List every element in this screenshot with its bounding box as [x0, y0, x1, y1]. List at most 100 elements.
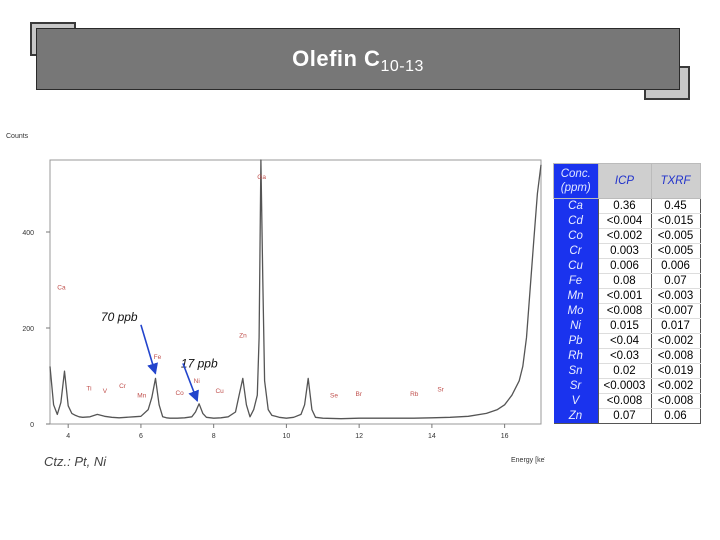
annotation-arrow	[140, 324, 158, 375]
element-cell: Mo	[553, 303, 599, 319]
element-cell: Fe	[553, 273, 599, 289]
title-bar: Olefin C10-13	[36, 28, 680, 90]
peak-label-se: Se	[330, 393, 338, 400]
concentration-table: Conc. (ppm) ICP TXRF Ca 0.36 0.45 Cd <0.004 <0.…	[553, 163, 701, 424]
table-row: Zn 0.07 0.06	[553, 408, 701, 424]
icp-cell: <0.002	[598, 228, 652, 244]
txrf-cell: 0.06	[651, 408, 701, 424]
peak-label-v: V	[103, 388, 108, 395]
table-row: Fe 0.08 0.07	[553, 273, 701, 289]
x-tick-label: 16	[501, 433, 509, 440]
x-tick-label: 6	[139, 433, 143, 440]
table-row: Rh <0.03 <0.008	[553, 348, 701, 364]
x-tick-label: 14	[428, 433, 436, 440]
table-row: Pb <0.04 <0.002	[553, 333, 701, 349]
element-cell: Zn	[553, 408, 599, 424]
element-cell: Co	[553, 228, 599, 244]
icp-cell: 0.015	[598, 318, 652, 334]
txrf-cell: 0.45	[651, 198, 701, 214]
icp-cell: <0.0003	[598, 378, 652, 394]
txrf-cell: 0.017	[651, 318, 701, 334]
peak-label-ga: Ga	[257, 174, 266, 181]
txrf-cell: <0.019	[651, 363, 701, 379]
icp-cell: <0.04	[598, 333, 652, 349]
txrf-cell: <0.015	[651, 213, 701, 229]
element-cell: Ca	[553, 198, 599, 214]
txrf-cell: <0.007	[651, 303, 701, 319]
element-cell: Rh	[553, 348, 599, 364]
icp-cell: <0.03	[598, 348, 652, 364]
catalyst-note: Ctz.: Pt, Ni	[44, 454, 107, 469]
y-axis-label: Counts	[6, 133, 29, 140]
ppb-annotation: 70 ppb	[101, 310, 138, 324]
table-row: Mn <0.001 <0.003	[553, 288, 701, 304]
txrf-cell: <0.003	[651, 288, 701, 304]
title-subscript: 10-13	[380, 58, 424, 75]
x-tick-label: 10	[283, 433, 291, 440]
element-cell: Sr	[553, 378, 599, 394]
table-row: Sr <0.0003 <0.002	[553, 378, 701, 394]
txrf-cell: <0.005	[651, 228, 701, 244]
annotation-arrow	[182, 363, 199, 403]
icp-cell: 0.07	[598, 408, 652, 424]
txrf-cell: <0.008	[651, 393, 701, 409]
element-cell: Cd	[553, 213, 599, 229]
peak-label-sr: Sr	[437, 386, 444, 393]
peak-label-ca: Ca	[57, 285, 66, 292]
table-row: Cu 0.006 0.006	[553, 258, 701, 274]
txrf-cell: 0.006	[651, 258, 701, 274]
table-body: Ca 0.36 0.45 Cd <0.004 <0.015 Co <0.002 <0.005 Cr…	[553, 198, 701, 424]
icp-cell: 0.006	[598, 258, 652, 274]
plot-frame	[49, 159, 542, 425]
txrf-cell: 0.07	[651, 273, 701, 289]
element-cell: Mn	[553, 288, 599, 304]
table-row: Cr 0.003 <0.005	[553, 243, 701, 259]
icp-cell: 0.003	[598, 243, 652, 259]
table-row: Mo <0.008 <0.007	[553, 303, 701, 319]
table-row: Co <0.002 <0.005	[553, 228, 701, 244]
x-tick-label: 8	[212, 433, 216, 440]
element-cell: V	[553, 393, 599, 409]
peak-label-cr: Cr	[119, 383, 127, 390]
ppb-annotation: 17 ppb	[181, 356, 218, 370]
txrf-cell: <0.002	[651, 378, 701, 394]
table-row: V <0.008 <0.008	[553, 393, 701, 409]
peak-label-zn: Zn	[239, 333, 247, 340]
peak-label-br: Br	[356, 391, 363, 398]
page-title: Olefin C10-13	[292, 46, 424, 75]
txrf-cell: <0.002	[651, 333, 701, 349]
peak-label-cu: Cu	[215, 388, 224, 395]
txrf-cell: <0.008	[651, 348, 701, 364]
peak-label-co: Co	[175, 390, 184, 397]
y-tick-label: 0	[30, 422, 34, 429]
table-header-row: Conc. (ppm) ICP TXRF	[553, 163, 701, 199]
txrf-cell: <0.005	[651, 243, 701, 259]
x-tick-label: 4	[66, 433, 70, 440]
table-row: Ca 0.36 0.45	[553, 198, 701, 214]
peak-label-rb: Rb	[410, 391, 419, 398]
icp-cell: <0.008	[598, 303, 652, 319]
icp-cell: 0.02	[598, 363, 652, 379]
spectrum-series-line	[49, 159, 542, 420]
icp-cell: 0.36	[598, 198, 652, 214]
spectrum-chart: Counts Energy [keV] 4 6 8 10 12 14 16 0 200 400 Ca Ti…	[6, 133, 545, 464]
peak-label-ti: Ti	[86, 385, 91, 392]
peak-label-mn: Mn	[137, 393, 146, 400]
table-header-2: TXRF	[650, 163, 701, 199]
icp-cell: <0.008	[598, 393, 652, 409]
element-cell: Sn	[553, 363, 599, 379]
icp-cell: 0.08	[598, 273, 652, 289]
table-row: Sn 0.02 <0.019	[553, 363, 701, 379]
y-tick-label: 200	[22, 326, 34, 333]
title-box: Olefin C10-13	[30, 22, 690, 100]
table-header-0: Conc. (ppm)	[553, 163, 599, 199]
element-cell: Cr	[553, 243, 599, 259]
peak-label-ni: Ni	[194, 378, 200, 385]
table-header-1: ICP	[597, 163, 652, 199]
y-tick-label: 400	[22, 230, 34, 237]
icp-cell: <0.004	[598, 213, 652, 229]
element-cell: Cu	[553, 258, 599, 274]
table-row: Ni 0.015 0.017	[553, 318, 701, 334]
x-axis-label: Energy [keV]	[511, 457, 545, 464]
icp-cell: <0.001	[598, 288, 652, 304]
